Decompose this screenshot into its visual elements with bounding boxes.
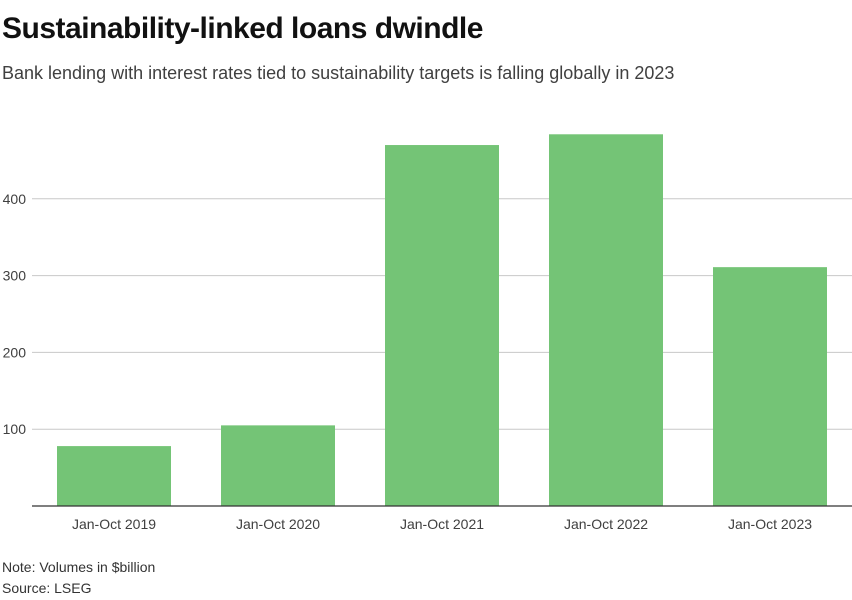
x-tick-labels: Jan-Oct 2019 Jan-Oct 2020 Jan-Oct 2021 Jan-… bbox=[72, 516, 812, 532]
bar bbox=[221, 425, 335, 506]
y-tick-label: 100 bbox=[3, 421, 27, 437]
bars bbox=[57, 134, 827, 507]
note-text: Note: Volumes in $billion bbox=[2, 559, 156, 575]
y-tick-label: 400 bbox=[3, 191, 27, 207]
source-text: Source: LSEG bbox=[2, 580, 92, 596]
x-tick-label: Jan-Oct 2019 bbox=[72, 516, 156, 532]
y-tick-labels: 100 200 300 400 bbox=[3, 191, 27, 437]
bar bbox=[57, 446, 171, 506]
x-tick-label: Jan-Oct 2020 bbox=[236, 516, 320, 532]
chart-title: Sustainability-linked loans dwindle bbox=[2, 12, 483, 45]
x-tick-label: Jan-Oct 2022 bbox=[564, 516, 648, 532]
bar bbox=[385, 145, 499, 507]
bar bbox=[549, 134, 663, 506]
y-tick-label: 200 bbox=[3, 344, 27, 360]
x-tick-label: Jan-Oct 2021 bbox=[400, 516, 484, 532]
y-tick-label: 300 bbox=[3, 268, 27, 284]
chart-subtitle: Bank lending with interest rates tied to… bbox=[2, 63, 675, 83]
bar bbox=[713, 267, 827, 506]
x-tick-label: Jan-Oct 2023 bbox=[728, 516, 812, 532]
